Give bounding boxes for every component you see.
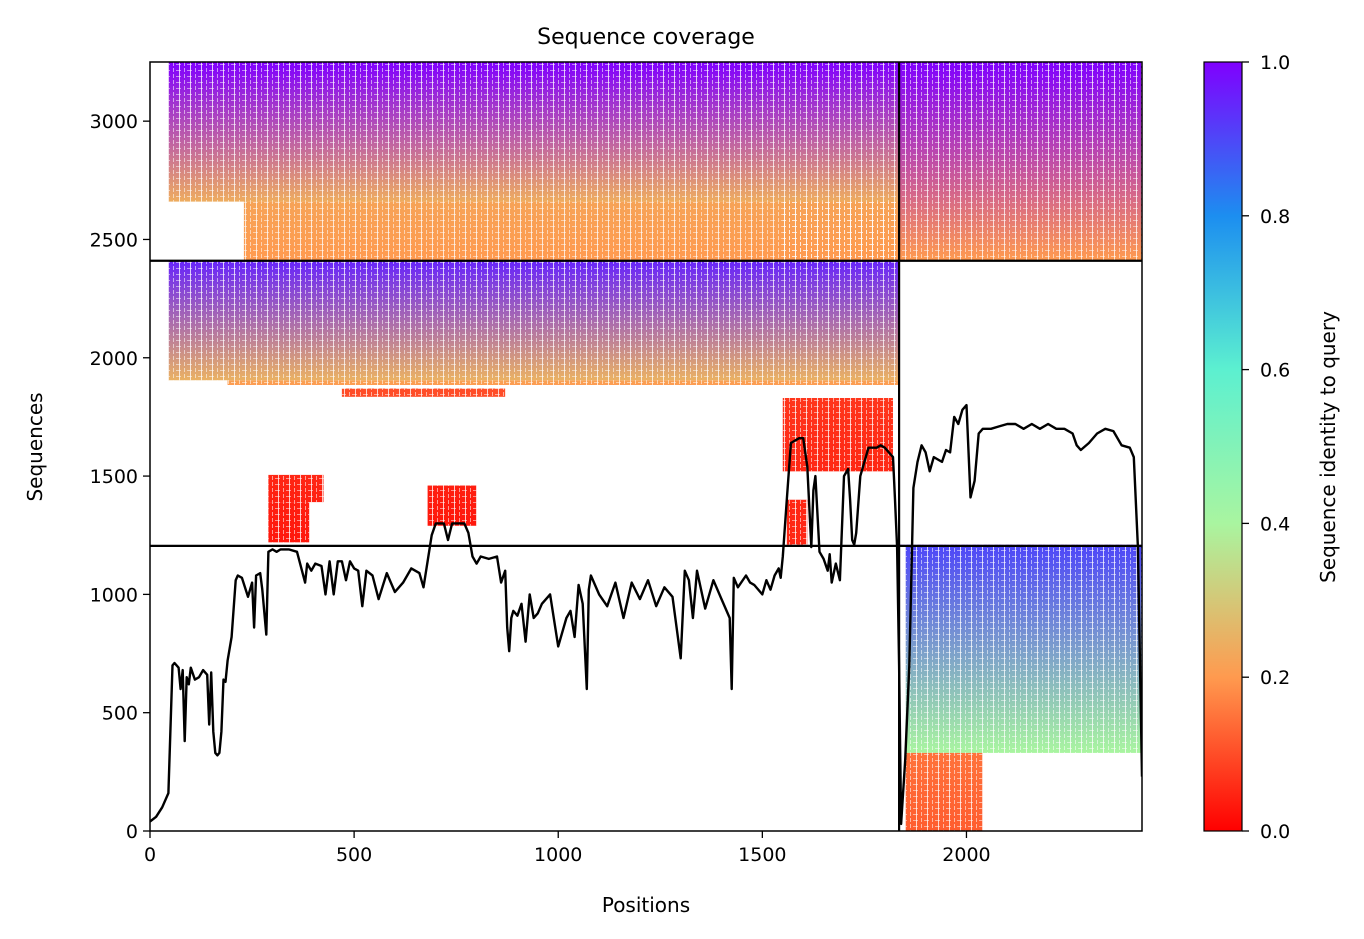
- x-tick-label: 1000: [534, 844, 582, 866]
- coverage-block-texture: [905, 545, 1142, 753]
- colorbar-tick-label: 0.4: [1260, 513, 1290, 535]
- coverage-block-texture: [341, 388, 506, 397]
- colorbar-tick-label: 0.8: [1260, 206, 1290, 228]
- y-tick-label: 0: [126, 821, 138, 843]
- x-tick-label: 500: [336, 844, 372, 866]
- coverage-block-texture: [786, 499, 808, 545]
- coverage-block-texture: [268, 502, 310, 543]
- colorbar-ticks: 0.0 0.2 0.4 0.6 0.8 1.0: [1242, 52, 1290, 843]
- coverage-block-texture: [168, 260, 900, 381]
- x-tick-label: 1500: [738, 844, 786, 866]
- colorbar: [1203, 61, 1243, 832]
- y-tick-label: 1000: [90, 584, 138, 606]
- colorbar-tick-label: 0.0: [1260, 821, 1290, 843]
- colorbar-tick-label: 0.2: [1260, 667, 1290, 689]
- y-tick-label: 1500: [90, 466, 138, 488]
- coverage-gap-texture: [168, 62, 1142, 831]
- coverage-block-texture: [427, 485, 477, 526]
- y-axis: 0 500 1000 1500 2000 2500 3000: [90, 111, 150, 843]
- coverage-line: [150, 403, 1142, 826]
- colorbar-tick-label: 1.0: [1260, 52, 1290, 74]
- coverage-block-texture: [227, 380, 900, 385]
- coverage-block-texture: [782, 397, 893, 472]
- chart-title: Sequence coverage: [537, 25, 755, 50]
- y-tick-label: 3000: [90, 111, 138, 133]
- coverage-block-texture: [905, 752, 983, 831]
- x-tick-label: 0: [144, 844, 156, 866]
- x-axis-label: Positions: [602, 893, 690, 917]
- y-tick-label: 2500: [90, 229, 138, 251]
- x-tick-label: 2000: [942, 844, 990, 866]
- coverage-block-texture: [268, 474, 324, 503]
- x-axis: 0 500 1000 1500 2000: [144, 831, 991, 866]
- coverage-block-texture: [782, 201, 900, 261]
- y-axis-label: Sequences: [23, 392, 47, 501]
- coverage-block-texture: [168, 62, 900, 202]
- y-tick-label: 2000: [90, 348, 138, 370]
- colorbar-tick-label: 0.6: [1260, 360, 1290, 382]
- coverage-block-texture: [899, 62, 1142, 261]
- colorbar-label: Sequence identity to query: [1316, 311, 1340, 583]
- y-tick-label: 500: [102, 703, 138, 725]
- plot-frame: [149, 61, 1143, 832]
